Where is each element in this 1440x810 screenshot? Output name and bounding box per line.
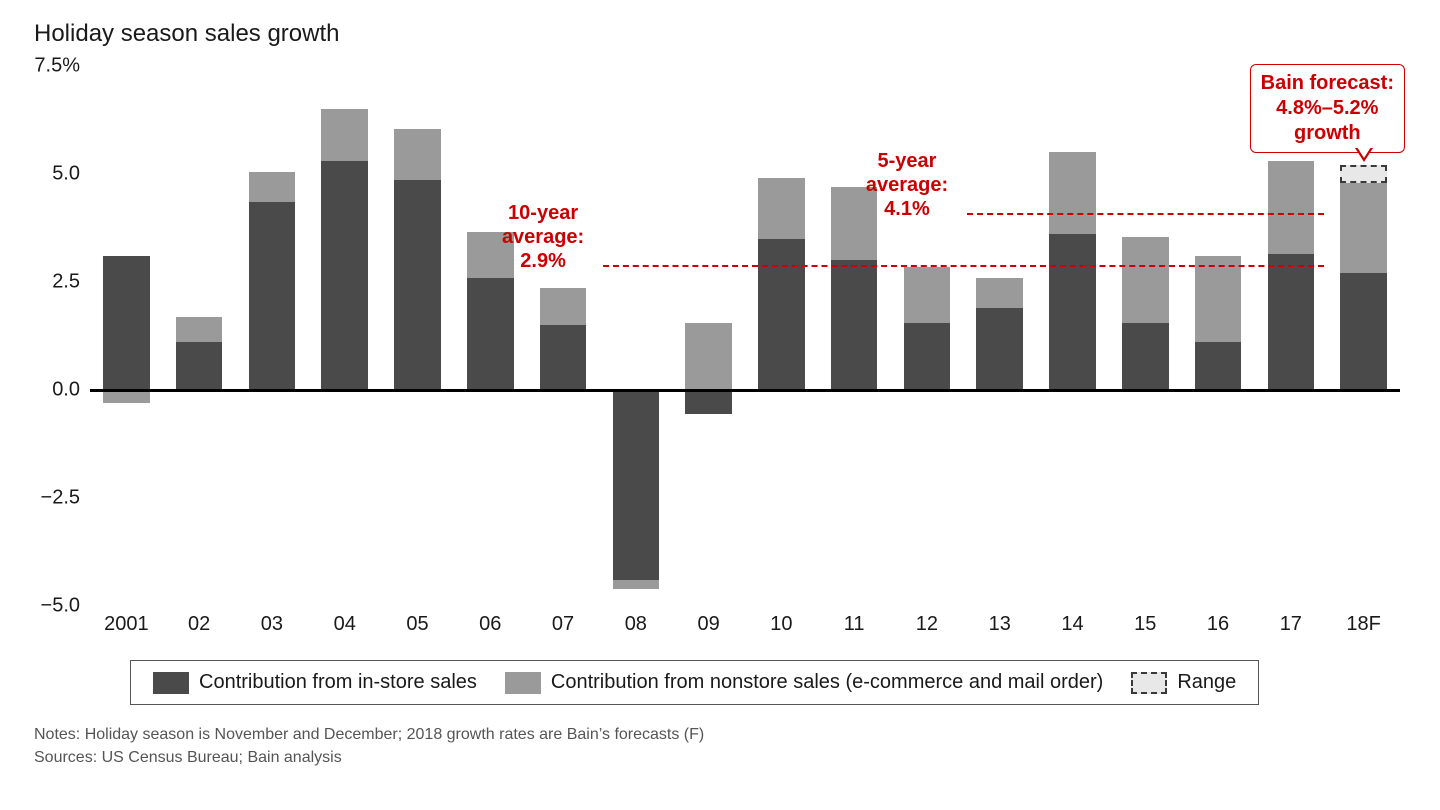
zero-axis-line bbox=[90, 389, 1400, 392]
bar-slot: 08 bbox=[599, 66, 672, 606]
y-tick-label: 5.0 bbox=[30, 163, 80, 186]
bar-segment-in-store bbox=[831, 260, 878, 390]
bar-segment-in-store bbox=[1122, 323, 1169, 390]
x-tick-label: 13 bbox=[963, 613, 1036, 636]
x-tick-label: 11 bbox=[818, 613, 891, 636]
x-tick-label: 14 bbox=[1036, 613, 1109, 636]
bar-slot: 09 bbox=[672, 66, 745, 606]
bar-segment-in-store bbox=[249, 202, 296, 390]
y-tick-label: −2.5 bbox=[30, 487, 80, 510]
bar-segment-range bbox=[1340, 165, 1387, 182]
average-label: 5-yearaverage:4.1% bbox=[852, 149, 962, 221]
bar-slot: 13 bbox=[963, 66, 1036, 606]
legend-label-in-store: Contribution from in-store sales bbox=[199, 671, 477, 694]
bar-slot: 14 bbox=[1036, 66, 1109, 606]
bar-segment-in-store bbox=[1268, 254, 1315, 390]
bar-slot: 04 bbox=[308, 66, 381, 606]
bar-segment-in-store bbox=[976, 308, 1023, 390]
bar-segment-in-store bbox=[613, 390, 660, 580]
bar-slot: 10 bbox=[745, 66, 818, 606]
bar-segment-in-store bbox=[758, 239, 805, 390]
y-tick-label: 2.5 bbox=[30, 271, 80, 294]
bar-segment-in-store bbox=[176, 342, 223, 390]
bar-segment-nonstore bbox=[176, 317, 223, 343]
chart-area: 20010203040506070809101112131415161718F … bbox=[30, 66, 1410, 636]
y-tick-label: −5.0 bbox=[30, 595, 80, 618]
bar-segment-nonstore bbox=[976, 278, 1023, 308]
plot-region: 20010203040506070809101112131415161718F … bbox=[90, 66, 1400, 606]
average-line bbox=[967, 213, 1324, 215]
bar-segment-nonstore bbox=[904, 267, 951, 323]
x-tick-label: 07 bbox=[527, 613, 600, 636]
legend-label-range: Range bbox=[1177, 671, 1236, 694]
bar-segment-in-store bbox=[467, 278, 514, 390]
swatch-in-store-icon bbox=[153, 672, 189, 694]
x-tick-label: 16 bbox=[1182, 613, 1255, 636]
bar-slot: 06 bbox=[454, 66, 527, 606]
x-tick-label: 06 bbox=[454, 613, 527, 636]
bar-segment-nonstore bbox=[1268, 161, 1315, 254]
chart-notes: Notes: Holiday season is November and De… bbox=[34, 723, 1410, 769]
bar-segment-in-store bbox=[1049, 234, 1096, 390]
bar-slot: 15 bbox=[1109, 66, 1182, 606]
bar-segment-in-store bbox=[1340, 273, 1387, 390]
bar-segment-in-store bbox=[685, 390, 732, 414]
legend-label-nonstore: Contribution from nonstore sales (e-comm… bbox=[551, 671, 1103, 694]
x-tick-label: 12 bbox=[891, 613, 964, 636]
bar-segment-nonstore bbox=[1122, 237, 1169, 323]
x-tick-label: 10 bbox=[745, 613, 818, 636]
x-tick-label: 2001 bbox=[90, 613, 163, 636]
bar-segment-in-store bbox=[540, 325, 587, 390]
bar-segment-nonstore bbox=[685, 323, 732, 390]
bar-segment-nonstore bbox=[321, 109, 368, 161]
bar-segment-in-store bbox=[394, 180, 441, 390]
bar-segment-in-store bbox=[904, 323, 951, 390]
legend-item-in-store: Contribution from in-store sales bbox=[153, 671, 477, 694]
average-label: 10-yearaverage:2.9% bbox=[488, 201, 598, 273]
swatch-nonstore-icon bbox=[505, 672, 541, 694]
chart-title: Holiday season sales growth bbox=[34, 20, 1410, 48]
x-tick-label: 08 bbox=[599, 613, 672, 636]
bar-segment-in-store bbox=[103, 256, 150, 390]
x-tick-label: 15 bbox=[1109, 613, 1182, 636]
bar-slot: 16 bbox=[1182, 66, 1255, 606]
x-tick-label: 04 bbox=[308, 613, 381, 636]
bar-segment-nonstore bbox=[394, 129, 441, 181]
x-tick-label: 02 bbox=[163, 613, 236, 636]
x-tick-label: 03 bbox=[236, 613, 309, 636]
bar-slot: 03 bbox=[236, 66, 309, 606]
y-tick-label: 0.0 bbox=[30, 379, 80, 402]
bar-segment-in-store bbox=[1195, 342, 1242, 390]
x-tick-label: 18F bbox=[1327, 613, 1400, 636]
bar-segment-nonstore bbox=[613, 580, 660, 589]
average-line bbox=[603, 265, 1324, 267]
bars-container: 20010203040506070809101112131415161718F bbox=[90, 66, 1400, 606]
legend-item-nonstore: Contribution from nonstore sales (e-comm… bbox=[505, 671, 1103, 694]
bar-segment-nonstore bbox=[1340, 183, 1387, 274]
legend-item-range: Range bbox=[1131, 671, 1236, 694]
bar-slot: 02 bbox=[163, 66, 236, 606]
x-tick-label: 09 bbox=[672, 613, 745, 636]
y-tick-label: 7.5% bbox=[30, 55, 80, 78]
forecast-callout-tail-icon bbox=[1355, 148, 1373, 162]
swatch-range-icon bbox=[1131, 672, 1167, 694]
sources-line: Sources: US Census Bureau; Bain analysis bbox=[34, 746, 1410, 769]
bar-slot: 12 bbox=[891, 66, 964, 606]
bar-segment-in-store bbox=[321, 161, 368, 390]
x-tick-label: 17 bbox=[1254, 613, 1327, 636]
bar-slot: 2001 bbox=[90, 66, 163, 606]
bar-slot: 11 bbox=[818, 66, 891, 606]
bar-segment-nonstore bbox=[758, 178, 805, 238]
bar-segment-nonstore bbox=[1049, 152, 1096, 234]
bar-segment-nonstore bbox=[1195, 256, 1242, 342]
x-tick-label: 05 bbox=[381, 613, 454, 636]
bar-segment-nonstore bbox=[540, 288, 587, 325]
notes-line: Notes: Holiday season is November and De… bbox=[34, 723, 1410, 746]
bar-segment-nonstore bbox=[249, 172, 296, 202]
legend: Contribution from in-store sales Contrib… bbox=[130, 660, 1259, 705]
bar-slot: 05 bbox=[381, 66, 454, 606]
bar-slot: 07 bbox=[527, 66, 600, 606]
forecast-callout: Bain forecast:4.8%–5.2%growth bbox=[1250, 64, 1405, 153]
